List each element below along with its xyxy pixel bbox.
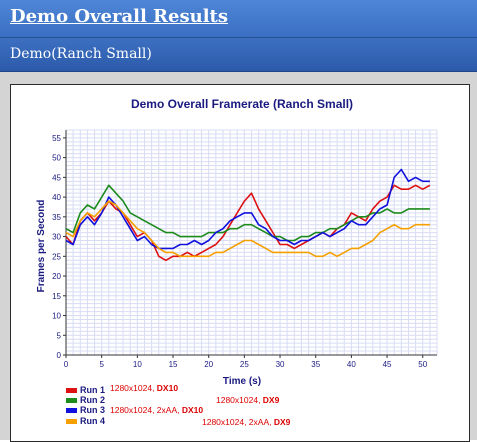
y-tick-label: 20 bbox=[52, 272, 61, 281]
x-tick-label: 50 bbox=[418, 360, 427, 369]
y-tick-label: 55 bbox=[52, 134, 61, 143]
series-lines bbox=[65, 168, 431, 262]
axes bbox=[65, 130, 437, 356]
legend-name-run-2: Run 2 bbox=[80, 395, 105, 405]
chart-title: Demo Overall Framerate (Ranch Small) bbox=[131, 97, 353, 111]
legend-setting-run-4: 1280x1024, 2xAA, DX9 bbox=[202, 417, 291, 427]
x-tick-label: 0 bbox=[64, 360, 69, 369]
legend-setting-run-3: 1280x1024, 2xAA, DX10 bbox=[110, 405, 203, 415]
grid bbox=[65, 129, 438, 356]
x-tick-label: 20 bbox=[204, 360, 213, 369]
legend-setting-run-1: 1280x1024, DX10 bbox=[110, 383, 178, 393]
x-tick-label: 40 bbox=[347, 360, 356, 369]
y-tick-label: 10 bbox=[52, 312, 61, 321]
legend-name-run-1: Run 1 bbox=[80, 385, 105, 395]
x-tick-label: 35 bbox=[311, 360, 320, 369]
y-tick-labels: 0 5 10 15 20 25 30 35 40 45 50 55 bbox=[52, 134, 66, 360]
x-tick-label: 15 bbox=[169, 360, 178, 369]
y-tick-label: 5 bbox=[57, 331, 62, 340]
header-bar: Demo Overall Results bbox=[0, 0, 477, 38]
legend-name-run-3: Run 3 bbox=[80, 405, 105, 415]
y-axis-title: Frames per Second bbox=[36, 200, 47, 293]
y-tick-label: 45 bbox=[52, 173, 61, 182]
legend-swatch-run-1 bbox=[66, 388, 77, 393]
series-line-run-3 bbox=[65, 168, 430, 250]
subheader-bar: Demo(Ranch Small) bbox=[0, 38, 477, 72]
legend-setting-run-2: 1280x1024, DX9 bbox=[216, 395, 280, 405]
chart-frame bbox=[10, 84, 470, 442]
legend-name-run-4: Run 4 bbox=[80, 416, 105, 426]
legend: Run 1 1280x1024, DX10 Run 2 1280x1024, DX9 R… bbox=[66, 383, 291, 427]
y-tick-label: 0 bbox=[57, 351, 62, 360]
x-tick-labels: 0 5 10 15 20 25 30 35 40 45 50 bbox=[64, 355, 428, 369]
y-tick-label: 40 bbox=[52, 193, 61, 202]
series-line-run-2 bbox=[65, 184, 430, 242]
x-tick-label: 5 bbox=[99, 360, 104, 369]
series-line-run-1 bbox=[65, 184, 431, 262]
series-line-run-4 bbox=[65, 200, 430, 258]
y-tick-label: 25 bbox=[52, 252, 61, 261]
page-title[interactable]: Demo Overall Results bbox=[10, 6, 228, 27]
legend-swatch-run-3 bbox=[66, 408, 77, 413]
page-subtitle: Demo(Ranch Small) bbox=[10, 46, 152, 62]
legend-swatch-run-2 bbox=[66, 398, 77, 403]
x-tick-label: 10 bbox=[133, 360, 142, 369]
x-tick-label: 30 bbox=[276, 360, 285, 369]
x-tick-label: 25 bbox=[240, 360, 249, 369]
y-tick-label: 50 bbox=[52, 154, 61, 163]
y-tick-label: 15 bbox=[52, 292, 61, 301]
y-tick-label: 30 bbox=[52, 233, 61, 242]
x-tick-label: 45 bbox=[383, 360, 392, 369]
y-tick-label: 35 bbox=[52, 213, 61, 222]
legend-swatch-run-4 bbox=[66, 419, 77, 424]
x-axis-title: Time (s) bbox=[223, 376, 261, 387]
